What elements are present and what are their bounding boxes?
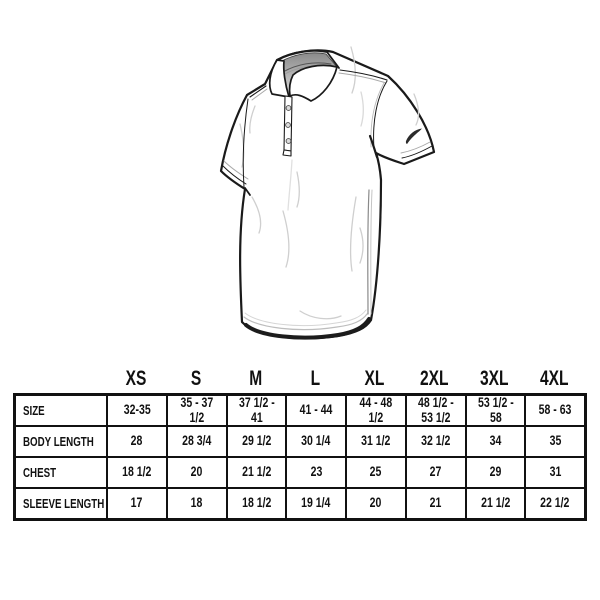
column-header-l: L [310, 367, 320, 390]
nike-swoosh-icon [405, 128, 422, 144]
sleeve-length-value: 17 [131, 495, 143, 511]
size-value: 53 1/2 - 58 [477, 396, 514, 425]
body-length-value: 31 1/2 [361, 433, 391, 449]
body-length-value: 28 [131, 433, 143, 449]
sleeve-length-value: 21 [429, 495, 442, 511]
chest-value: 23 [310, 464, 322, 480]
button [285, 122, 291, 128]
size-value: 44 - 48 1/2 [359, 396, 393, 425]
button [285, 138, 292, 144]
size-chart: XS S M L XL 2XL 3XL 4XL SIZE 32-35 35 - … [13, 361, 587, 521]
sleeve-length-value: 20 [370, 495, 382, 511]
column-header-xl: XL [364, 367, 385, 390]
size-value: 48 1/2 - 53 1/2 [417, 396, 454, 425]
shoulder-seams [249, 69, 388, 101]
size-value: 32-35 [123, 402, 151, 418]
size-table-grid: SIZE 32-35 35 - 37 1/2 37 1/2 - 41 41 - … [13, 393, 587, 521]
chest-value: 20 [190, 464, 203, 480]
size-value: 37 1/2 - 41 [238, 396, 275, 425]
body-length-value: 28 3/4 [181, 433, 212, 449]
sleeve-length-value: 21 1/2 [480, 495, 511, 511]
chest-value: 31 [549, 464, 561, 480]
hem-stitching [243, 309, 368, 331]
collar-right-leaf [288, 64, 338, 102]
column-header-xs: XS [125, 367, 147, 390]
armhole-seams [242, 80, 388, 196]
table-row-size: SIZE 32-35 35 - 37 1/2 37 1/2 - 41 41 - … [16, 396, 584, 427]
body-length-value: 30 1/4 [301, 433, 331, 449]
polo-shirt-illustration [219, 46, 436, 340]
size-value: 35 - 37 1/2 [180, 396, 214, 425]
row-label: BODY LENGTH [23, 434, 94, 449]
sleeve-length-value: 22 1/2 [540, 495, 570, 511]
column-header-3xl: 3XL [480, 367, 509, 390]
table-row-body-length: BODY LENGTH 28 28 3/4 29 1/2 30 1/4 31 1… [16, 427, 584, 458]
row-label: CHEST [23, 465, 57, 480]
row-label: SIZE [23, 403, 45, 418]
body-length-value: 34 [489, 433, 502, 449]
table-row-sleeve-length: SLEEVE LENGTH 17 18 18 1/2 19 1/4 20 21 … [16, 489, 584, 518]
chest-value: 18 1/2 [122, 464, 152, 480]
size-value: 58 - 63 [538, 402, 572, 418]
body-length-value: 32 1/2 [420, 433, 451, 449]
size-header-row: XS S M L XL 2XL 3XL 4XL [16, 361, 584, 393]
body-length-value: 35 [549, 433, 561, 449]
row-label: SLEEVE LENGTH [23, 496, 105, 511]
column-header-4xl: 4XL [539, 367, 569, 390]
chest-value: 29 [489, 464, 502, 480]
placket-buttons [285, 105, 292, 144]
chest-value: 21 1/2 [241, 464, 272, 480]
column-header-m: M [248, 367, 262, 390]
polo-body [219, 49, 436, 340]
collar-back-edge [276, 49, 340, 69]
hem-shadow [244, 317, 371, 340]
size-value: 41 - 44 [299, 402, 333, 418]
sleeve-length-value: 19 1/4 [301, 495, 331, 511]
sleeve-length-value: 18 [190, 495, 203, 511]
column-header-2xl: 2XL [420, 367, 449, 390]
header-spacer [16, 391, 106, 393]
chest-value: 25 [370, 464, 382, 480]
placket-bottom [282, 149, 292, 157]
body-length-value: 29 1/2 [241, 433, 272, 449]
table-row-chest: CHEST 18 1/2 20 21 1/2 23 25 27 29 31 [16, 458, 584, 489]
sleeve-length-value: 18 1/2 [241, 495, 272, 511]
side-seam [367, 189, 373, 315]
column-header-s: S [190, 367, 201, 390]
button [285, 105, 292, 111]
chest-value: 27 [429, 464, 442, 480]
